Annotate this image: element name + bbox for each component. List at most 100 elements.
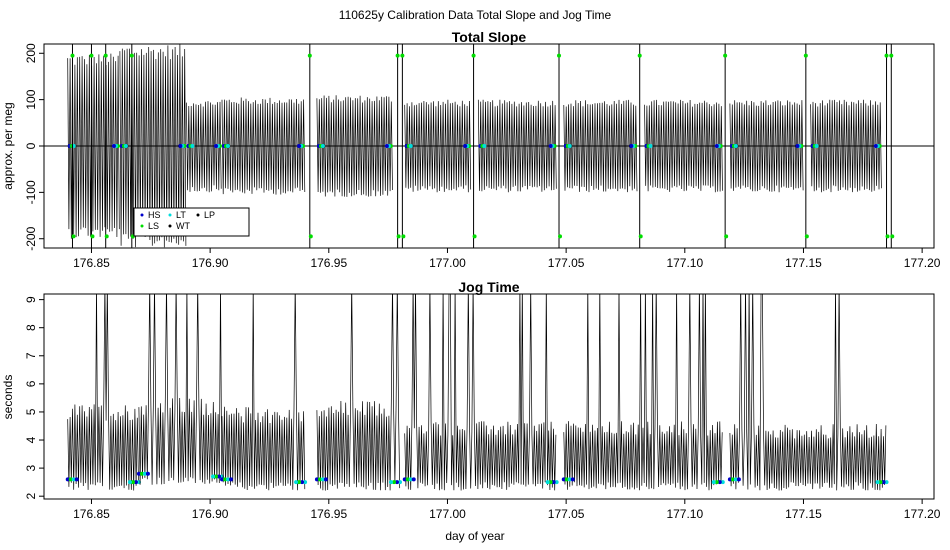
plot-area bbox=[65, 294, 889, 491]
y-tick-label: 100 bbox=[24, 89, 38, 109]
marker-point bbox=[408, 144, 413, 148]
marker-point bbox=[133, 480, 138, 485]
series-segment bbox=[729, 294, 887, 491]
y-tick-label: 5 bbox=[24, 408, 38, 415]
marker-point bbox=[123, 144, 128, 148]
marker-point bbox=[320, 477, 325, 482]
marker-point bbox=[297, 480, 302, 485]
legend-label: LT bbox=[176, 210, 186, 220]
jog-time-ylabel: seconds bbox=[1, 375, 15, 420]
marker-point bbox=[314, 477, 319, 482]
marker-point bbox=[127, 480, 132, 485]
marker-point bbox=[300, 480, 305, 485]
marker-point bbox=[875, 480, 880, 485]
marker-point bbox=[736, 477, 741, 482]
marker-point bbox=[90, 234, 95, 239]
x-tick-label: 176.90 bbox=[192, 256, 229, 270]
plot-area bbox=[44, 44, 934, 248]
marker-point bbox=[711, 480, 716, 485]
x-tick-label: 176.90 bbox=[192, 507, 229, 521]
series-segment bbox=[477, 99, 557, 193]
marker-point bbox=[561, 477, 566, 482]
marker-point bbox=[733, 477, 738, 482]
marker-point bbox=[178, 144, 183, 148]
x-tick-label: 176.85 bbox=[73, 256, 110, 270]
marker-point bbox=[548, 144, 553, 148]
legend-label: WT bbox=[176, 221, 190, 231]
total-slope-title: Total Slope bbox=[452, 29, 527, 45]
marker-point bbox=[717, 480, 722, 485]
series-segment bbox=[563, 99, 638, 193]
marker-point bbox=[803, 53, 808, 58]
marker-point bbox=[190, 144, 195, 148]
marker-point bbox=[733, 144, 738, 148]
y-tick-label: 4 bbox=[24, 436, 38, 443]
legend-box bbox=[133, 207, 250, 237]
y-tick-label: 200 bbox=[24, 43, 38, 63]
marker-point bbox=[548, 480, 553, 485]
marker-point bbox=[223, 477, 227, 482]
marker-point bbox=[814, 144, 819, 148]
x-tick-label: 176.85 bbox=[73, 507, 110, 521]
series-segment bbox=[644, 99, 723, 193]
marker-point bbox=[297, 144, 302, 148]
marker-point bbox=[727, 477, 732, 482]
series-segment bbox=[67, 294, 139, 491]
series-segment bbox=[404, 294, 557, 491]
marker-point bbox=[878, 480, 883, 485]
marker-point bbox=[714, 144, 719, 148]
marker-point bbox=[482, 144, 487, 148]
marker-point bbox=[890, 234, 895, 239]
marker-point bbox=[557, 53, 562, 58]
marker-point bbox=[873, 144, 878, 148]
marker-point bbox=[130, 480, 135, 485]
series-segment bbox=[563, 294, 723, 491]
marker-point bbox=[395, 480, 399, 485]
marker-point bbox=[463, 144, 468, 148]
x-tick-label: 176.95 bbox=[310, 256, 347, 270]
marker-point bbox=[398, 480, 402, 485]
x-tick-label: 177.00 bbox=[429, 256, 466, 270]
total-slope-ylabel: approx. per meg bbox=[1, 102, 15, 189]
marker-point bbox=[392, 480, 396, 485]
legend-label: LP bbox=[204, 210, 215, 220]
marker-point bbox=[567, 144, 572, 148]
marker-point bbox=[884, 53, 889, 58]
marker-point bbox=[402, 477, 407, 482]
marker-point bbox=[638, 234, 643, 239]
marker-point bbox=[103, 53, 108, 58]
marker-point bbox=[214, 474, 218, 479]
legend-marker bbox=[140, 213, 144, 217]
marker-point bbox=[303, 480, 308, 485]
x-tick-label: 177.15 bbox=[785, 507, 822, 521]
marker-point bbox=[637, 53, 642, 58]
marker-point bbox=[389, 480, 393, 485]
marker-point bbox=[720, 480, 725, 485]
legend-marker bbox=[140, 224, 144, 228]
series-segment bbox=[316, 294, 401, 491]
marker-point bbox=[307, 53, 312, 58]
series-segment bbox=[404, 99, 472, 193]
marker-point bbox=[472, 234, 477, 239]
x-tick-label: 177.05 bbox=[548, 507, 585, 521]
marker-point bbox=[724, 234, 729, 239]
marker-point bbox=[889, 53, 894, 58]
marker-point bbox=[554, 480, 559, 485]
marker-point bbox=[396, 234, 401, 239]
marker-point bbox=[104, 234, 109, 239]
marker-point bbox=[570, 477, 575, 482]
legend-marker bbox=[196, 213, 200, 217]
x-tick-label: 176.95 bbox=[310, 507, 347, 521]
series-segment bbox=[119, 44, 187, 248]
marker-point bbox=[401, 234, 406, 239]
marker-point bbox=[471, 53, 476, 58]
marker-point bbox=[564, 477, 569, 482]
y-tick-label: 6 bbox=[24, 380, 38, 387]
marker-point bbox=[320, 144, 325, 148]
x-tick-label: 177.00 bbox=[429, 507, 466, 521]
marker-point bbox=[567, 477, 572, 482]
marker-point bbox=[71, 234, 76, 239]
marker-point bbox=[89, 53, 94, 58]
marker-point bbox=[226, 477, 230, 482]
